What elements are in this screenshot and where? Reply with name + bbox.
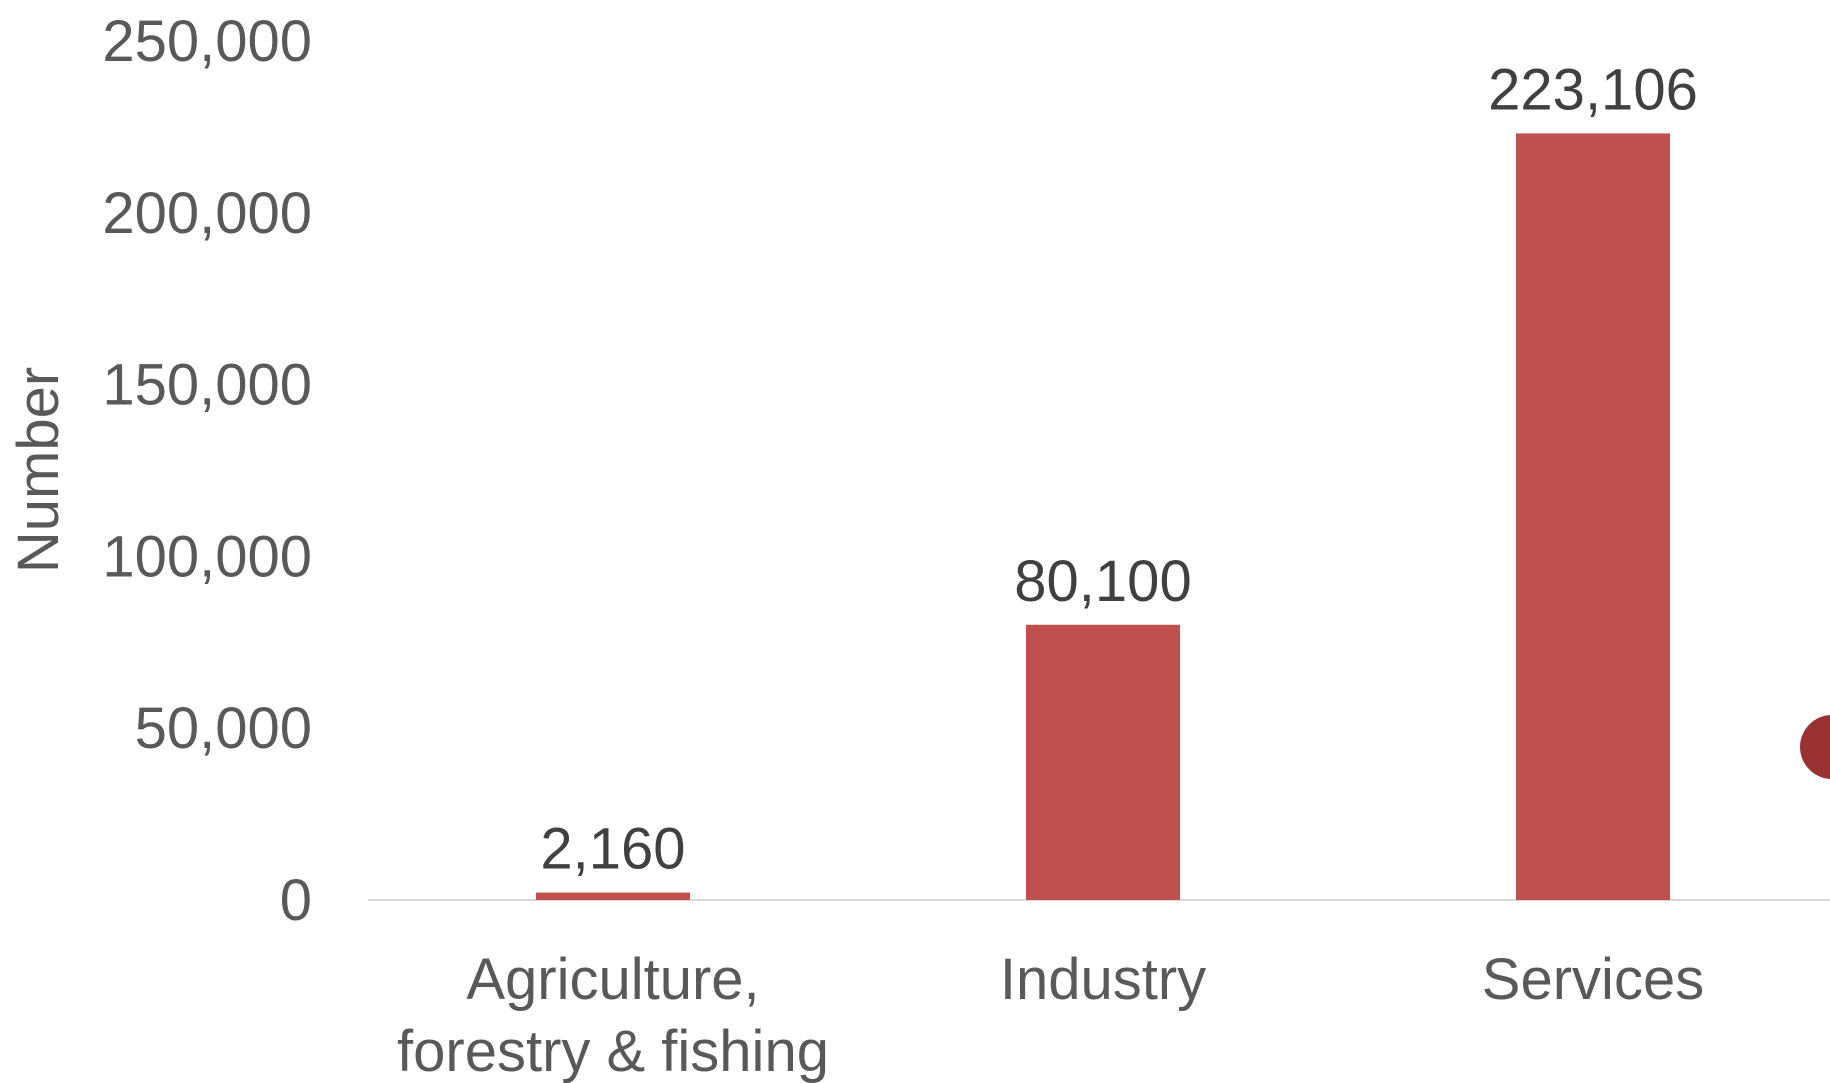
y-axis-title-group: Number [6, 367, 71, 573]
bar-value-label: 223,106 [1488, 57, 1698, 122]
y-tick-label: 100,000 [102, 524, 312, 589]
bar-value-label: 2,160 [540, 817, 685, 882]
bar-value-label: 80,100 [1014, 549, 1191, 614]
y-tick-label: 250,000 [102, 9, 312, 74]
x-axis-categories: Agriculture, forestry & fishing Industry Se… [397, 947, 1704, 1083]
x-category-label: Industry [1000, 947, 1206, 1012]
y-tick-label: 0 [280, 868, 312, 933]
edge-marker [1800, 715, 1830, 779]
x-category-label: forestry & fishing [397, 1019, 829, 1083]
data-labels-group: 2,160 80,100 223,106 [540, 57, 1697, 881]
y-tick-label: 50,000 [135, 696, 312, 761]
x-category-label: Agriculture, [466, 947, 759, 1012]
bar [1516, 133, 1670, 901]
y-tick-label: 200,000 [102, 181, 312, 246]
y-axis-title: Number [6, 367, 71, 573]
bar [1026, 624, 1180, 900]
x-category-label: Services [1482, 947, 1704, 1012]
bar [536, 892, 690, 900]
y-tick-label: 150,000 [102, 353, 312, 418]
bars-group [536, 133, 1670, 901]
y-axis-ticks: 0 50,000 100,000 150,000 200,000 250,000 [102, 9, 312, 933]
